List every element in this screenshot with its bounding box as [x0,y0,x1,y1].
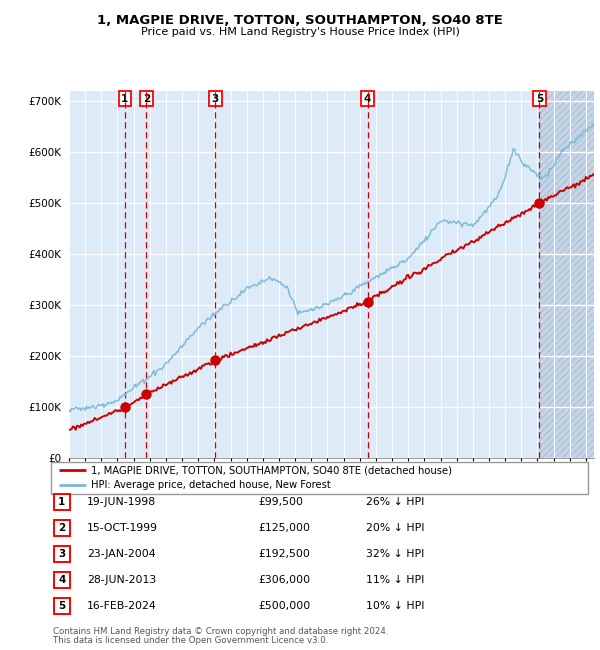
Text: HPI: Average price, detached house, New Forest: HPI: Average price, detached house, New … [91,480,331,490]
Text: 15-OCT-1999: 15-OCT-1999 [87,523,158,533]
Text: 1: 1 [121,94,128,104]
Text: 32% ↓ HPI: 32% ↓ HPI [366,549,424,559]
Text: 28-JUN-2013: 28-JUN-2013 [87,575,156,585]
Text: 5: 5 [536,94,543,104]
Text: £192,500: £192,500 [258,549,310,559]
Text: £306,000: £306,000 [258,575,310,585]
Text: Price paid vs. HM Land Registry's House Price Index (HPI): Price paid vs. HM Land Registry's House … [140,27,460,37]
Text: 11% ↓ HPI: 11% ↓ HPI [366,575,424,585]
Text: 19-JUN-1998: 19-JUN-1998 [87,497,156,507]
Text: 2: 2 [58,523,65,533]
Text: This data is licensed under the Open Government Licence v3.0.: This data is licensed under the Open Gov… [53,636,328,645]
Text: 4: 4 [364,94,371,104]
Text: 20% ↓ HPI: 20% ↓ HPI [366,523,425,533]
Text: 23-JAN-2004: 23-JAN-2004 [87,549,155,559]
Text: 1, MAGPIE DRIVE, TOTTON, SOUTHAMPTON, SO40 8TE (detached house): 1, MAGPIE DRIVE, TOTTON, SOUTHAMPTON, SO… [91,465,452,475]
Text: £99,500: £99,500 [258,497,303,507]
Text: 1: 1 [58,497,65,507]
Text: 2: 2 [143,94,150,104]
Text: 10% ↓ HPI: 10% ↓ HPI [366,601,425,611]
Text: 5: 5 [58,601,65,611]
Text: 4: 4 [58,575,65,585]
Bar [539,91,594,458]
Text: 1, MAGPIE DRIVE, TOTTON, SOUTHAMPTON, SO40 8TE: 1, MAGPIE DRIVE, TOTTON, SOUTHAMPTON, SO… [97,14,503,27]
Text: 16-FEB-2024: 16-FEB-2024 [87,601,157,611]
Text: 3: 3 [58,549,65,559]
Text: £125,000: £125,000 [258,523,310,533]
Text: £500,000: £500,000 [258,601,310,611]
Bar [539,91,594,458]
Text: 26% ↓ HPI: 26% ↓ HPI [366,497,424,507]
Text: 3: 3 [212,94,219,104]
Text: Contains HM Land Registry data © Crown copyright and database right 2024.: Contains HM Land Registry data © Crown c… [53,627,388,636]
